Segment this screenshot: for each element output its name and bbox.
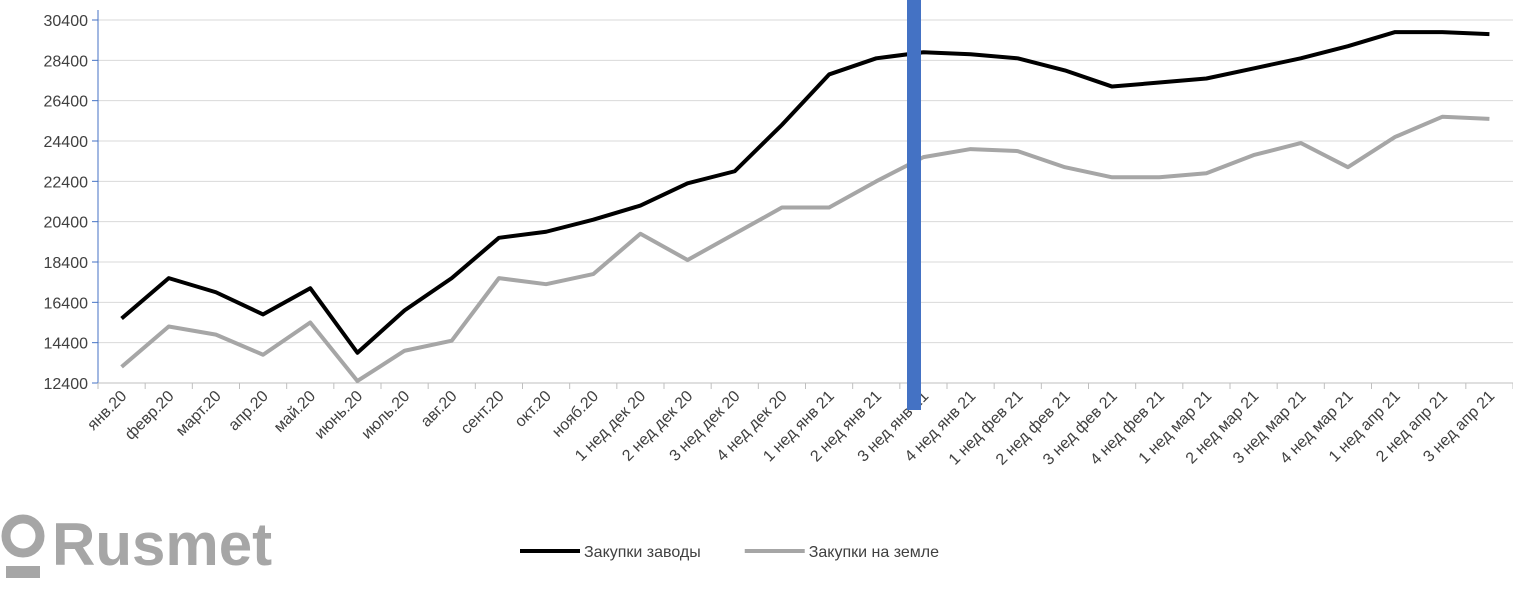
x-tick-label: сент.20 bbox=[458, 388, 508, 438]
x-tick-label: янв.20 bbox=[84, 388, 130, 434]
x-tick-label: март.20 bbox=[173, 388, 225, 440]
logo: Rusmet bbox=[6, 511, 272, 578]
y-tick-label: 18400 bbox=[44, 255, 89, 272]
series-line bbox=[122, 117, 1490, 381]
y-tick-label: 14400 bbox=[44, 336, 89, 353]
y-tick-label: 28400 bbox=[44, 53, 89, 70]
x-tick-label: авг.20 bbox=[418, 388, 461, 431]
series-line bbox=[122, 32, 1490, 353]
x-tick-label: февр.20 bbox=[122, 388, 178, 444]
x-tick-label: май.20 bbox=[271, 388, 319, 436]
legend-label: Закупки заводы bbox=[584, 544, 701, 561]
x-tick-label: апр.20 bbox=[225, 388, 272, 435]
plot: 12400 14400 16400 18400 20400 22400 24400 26400… bbox=[44, 10, 1513, 561]
legend-label: Закупки на земле bbox=[809, 544, 939, 561]
y-tick-label: 16400 bbox=[44, 295, 89, 312]
x-tick-label: окт.20 bbox=[512, 388, 555, 431]
y-tick-label: 12400 bbox=[44, 376, 89, 393]
y-tick-label: 20400 bbox=[44, 215, 89, 232]
x-tick-label: июнь.20 bbox=[312, 388, 367, 443]
marker-bar bbox=[907, 0, 921, 410]
y-tick-label: 30400 bbox=[44, 13, 89, 30]
y-tick-label: 24400 bbox=[44, 134, 89, 151]
y-tick-label: 22400 bbox=[44, 174, 89, 191]
logo-text: Rusmet bbox=[52, 511, 272, 578]
x-tick-label: июль.20 bbox=[359, 388, 414, 443]
y-tick-label: 26400 bbox=[44, 94, 89, 111]
